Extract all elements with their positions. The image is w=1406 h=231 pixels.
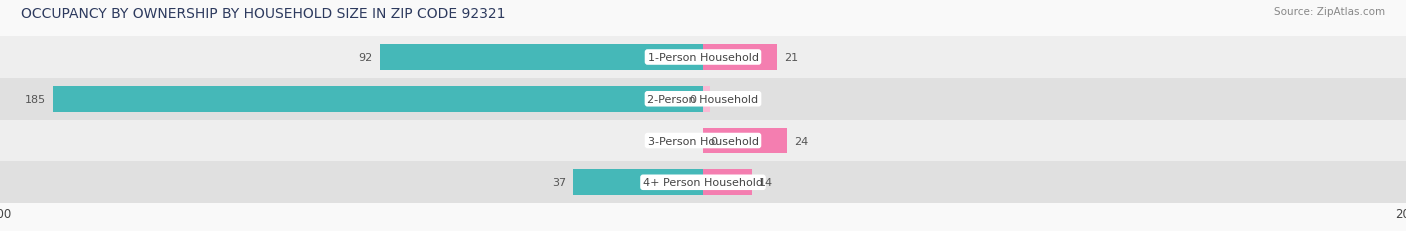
- Text: 92: 92: [359, 53, 373, 63]
- Text: 24: 24: [794, 136, 808, 146]
- Bar: [0, 79, 1406, 120]
- Text: 14: 14: [759, 177, 773, 188]
- Bar: [703, 170, 752, 195]
- Bar: [53, 86, 703, 112]
- Text: 0: 0: [689, 94, 696, 104]
- Bar: [703, 86, 710, 112]
- Text: 185: 185: [24, 94, 45, 104]
- Text: 21: 21: [785, 53, 799, 63]
- Bar: [703, 45, 778, 71]
- Text: 0: 0: [710, 136, 717, 146]
- Text: 3-Person Household: 3-Person Household: [648, 136, 758, 146]
- Bar: [380, 45, 703, 71]
- Text: 4+ Person Household: 4+ Person Household: [643, 177, 763, 188]
- Text: OCCUPANCY BY OWNERSHIP BY HOUSEHOLD SIZE IN ZIP CODE 92321: OCCUPANCY BY OWNERSHIP BY HOUSEHOLD SIZE…: [21, 7, 506, 21]
- Bar: [703, 128, 787, 154]
- Text: Source: ZipAtlas.com: Source: ZipAtlas.com: [1274, 7, 1385, 17]
- Bar: [0, 162, 1406, 203]
- Bar: [0, 120, 1406, 162]
- Text: 37: 37: [551, 177, 565, 188]
- Text: 2-Person Household: 2-Person Household: [647, 94, 759, 104]
- Bar: [0, 37, 1406, 79]
- Text: 1-Person Household: 1-Person Household: [648, 53, 758, 63]
- Bar: [574, 170, 703, 195]
